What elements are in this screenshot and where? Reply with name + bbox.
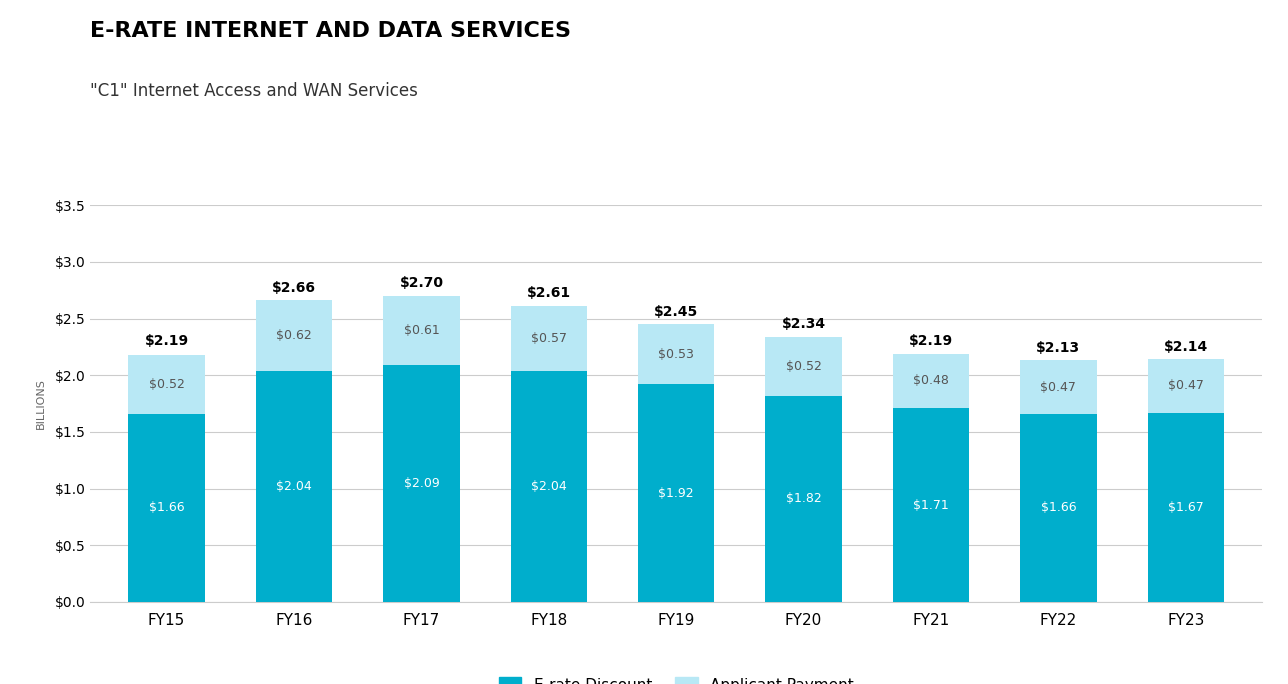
Y-axis label: BILLIONS: BILLIONS (36, 378, 46, 429)
Text: $2.61: $2.61 (527, 287, 571, 300)
Text: $2.19: $2.19 (909, 334, 953, 348)
Legend: E-rate Discount, Applicant Payment: E-rate Discount, Applicant Payment (491, 669, 862, 684)
Text: $0.48: $0.48 (913, 374, 949, 387)
Bar (510, 306, 587, 371)
Text: $0.52: $0.52 (786, 360, 822, 373)
Text: "C1" Internet Access and WAN Services: "C1" Internet Access and WAN Services (90, 82, 419, 100)
Bar (256, 371, 332, 602)
Text: $2.14: $2.14 (1163, 340, 1208, 354)
Bar (1020, 414, 1096, 602)
Text: $2.66: $2.66 (272, 280, 316, 295)
Bar (1148, 359, 1224, 412)
Bar (510, 371, 587, 602)
Bar (129, 355, 205, 414)
Text: $2.45: $2.45 (654, 304, 698, 319)
Bar (1148, 412, 1224, 602)
Text: $0.61: $0.61 (403, 324, 439, 337)
Text: $2.19: $2.19 (144, 334, 188, 348)
Bar (384, 365, 460, 602)
Bar (765, 395, 842, 602)
Text: $0.52: $0.52 (148, 378, 184, 391)
Text: $0.62: $0.62 (276, 329, 312, 342)
Text: E-RATE INTERNET AND DATA SERVICES: E-RATE INTERNET AND DATA SERVICES (90, 21, 571, 40)
Bar (893, 354, 969, 408)
Text: $0.47: $0.47 (1041, 380, 1077, 393)
Bar (638, 384, 715, 602)
Bar (384, 296, 460, 365)
Text: $2.04: $2.04 (276, 479, 312, 492)
Bar (129, 414, 205, 602)
Text: $0.53: $0.53 (658, 347, 694, 360)
Text: $1.67: $1.67 (1168, 501, 1204, 514)
Text: $1.92: $1.92 (658, 486, 694, 499)
Bar (1020, 360, 1096, 414)
Text: $2.04: $2.04 (531, 479, 567, 492)
Text: $1.66: $1.66 (1041, 501, 1077, 514)
Text: $0.57: $0.57 (531, 332, 567, 345)
Text: $0.47: $0.47 (1168, 380, 1204, 393)
Bar (765, 337, 842, 395)
Text: $2.34: $2.34 (782, 317, 826, 331)
Text: $2.09: $2.09 (403, 477, 439, 490)
Bar (638, 324, 715, 384)
Text: $1.71: $1.71 (913, 499, 949, 512)
Text: $2.70: $2.70 (399, 276, 443, 290)
Text: $2.13: $2.13 (1037, 341, 1081, 355)
Bar (893, 408, 969, 602)
Bar (256, 300, 332, 371)
Text: $1.66: $1.66 (149, 501, 184, 514)
Text: $1.82: $1.82 (786, 492, 822, 505)
